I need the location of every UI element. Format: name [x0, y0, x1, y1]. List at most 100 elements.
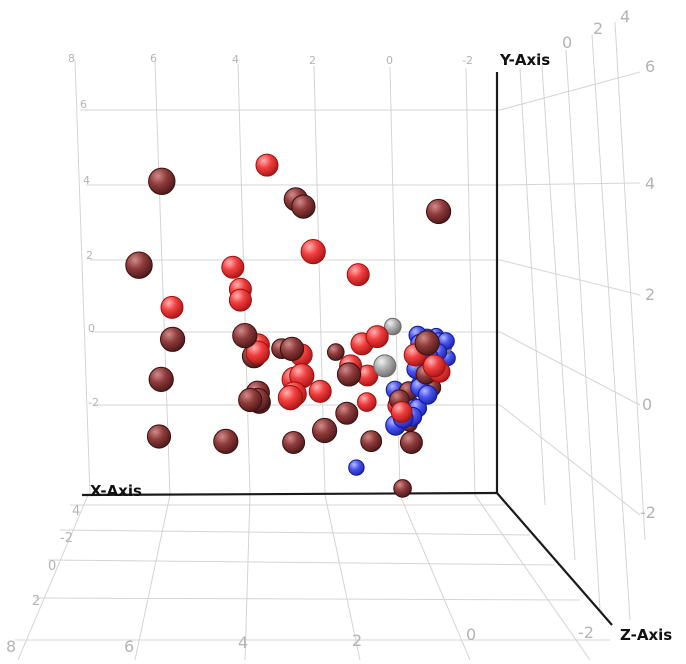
data-point-red — [160, 295, 184, 319]
floor-grid — [15, 494, 610, 661]
y-tick-label: -2 — [88, 396, 99, 409]
data-point-red — [255, 153, 279, 177]
data-point-brown — [146, 424, 172, 449]
y-left-ticks: 6 4 2 0 -2 — [80, 98, 99, 409]
grid-line — [465, 67, 476, 496]
x-tick-label: 8 — [68, 52, 75, 65]
z-axis-title: Z-Axis — [620, 626, 672, 644]
x-tick-label: 0 — [466, 625, 476, 644]
grid-line — [499, 71, 641, 111]
grid-line — [47, 559, 556, 566]
grid-line — [399, 494, 471, 661]
z-tick-label: -2 — [60, 531, 73, 546]
data-point-blue — [417, 385, 438, 405]
x-tick-label: 6 — [150, 52, 157, 65]
data-point-brown — [279, 336, 305, 361]
x-tick-label: 4 — [238, 633, 248, 652]
y-tick-label: 6 — [645, 57, 655, 76]
data-point-brown — [160, 326, 186, 352]
z-tick-label: 4 — [620, 7, 630, 26]
grid-line — [154, 61, 171, 496]
y-tick-label: 4 — [645, 174, 655, 193]
data-point-brown — [148, 167, 176, 196]
y-axis-title: Y-Axis — [499, 51, 550, 69]
z-side-ticks: 4 -2 0 2 — [32, 504, 80, 609]
grid-line — [614, 21, 646, 541]
y-tick-label: 0 — [88, 322, 95, 335]
grid-line — [244, 494, 251, 661]
grid-line — [499, 331, 641, 406]
y-tick-label: 2 — [86, 249, 93, 262]
data-point-brown — [335, 401, 359, 425]
data-point-red — [390, 401, 413, 423]
grid-line — [74, 59, 91, 496]
grid-line — [565, 49, 601, 611]
data-point-red — [228, 288, 252, 312]
grid-line — [324, 494, 361, 661]
data-point-brown — [148, 366, 174, 392]
z-tick-label: 4 — [72, 504, 80, 519]
data-point-red — [308, 379, 332, 403]
data-point-red — [357, 392, 377, 412]
data-point-brown — [327, 343, 345, 361]
data-point-gray — [373, 354, 397, 378]
z-axis-line — [496, 492, 613, 626]
data-point-red — [221, 255, 245, 279]
x-tick-label: -2 — [462, 54, 473, 67]
x-tick-label: 8 — [6, 637, 16, 656]
grid-line — [519, 67, 546, 506]
data-point-brown — [312, 417, 338, 444]
data-point-brown — [282, 431, 306, 454]
grid-line — [499, 404, 641, 516]
data-points — [125, 153, 456, 498]
grid-line — [134, 494, 171, 661]
data-point-brown — [125, 251, 153, 279]
data-point-red — [346, 263, 370, 287]
data-point-brown — [238, 387, 263, 413]
data-point-brown — [213, 428, 239, 454]
grid-line — [34, 597, 581, 601]
z-tick-label: 2 — [32, 594, 40, 609]
data-point-brown — [232, 323, 258, 349]
data-point-blue — [348, 459, 365, 476]
x-tick-label: 2 — [309, 54, 316, 67]
data-point-brown — [336, 362, 362, 387]
side-wall-grid — [499, 21, 646, 621]
data-point-red — [365, 325, 389, 349]
data-point-brown — [360, 430, 383, 453]
grid-line — [17, 494, 89, 661]
data-point-brown — [393, 479, 412, 498]
data-point-red — [245, 340, 270, 365]
x-tick-label: 4 — [232, 53, 239, 66]
z-tick-label: 2 — [593, 19, 603, 38]
grid-line — [499, 182, 641, 186]
data-point-red — [300, 239, 326, 265]
x-tick-label: -2 — [578, 623, 594, 642]
grid-line — [59, 529, 531, 536]
data-point-brown — [291, 194, 316, 219]
grid-line — [474, 494, 591, 661]
y-tick-label: 0 — [642, 395, 652, 414]
data-point-brown — [426, 198, 452, 225]
z-tick-label: 0 — [48, 559, 56, 574]
x-tick-label: 0 — [386, 54, 393, 67]
x-tick-label: 2 — [352, 631, 362, 650]
grid-line — [499, 259, 641, 296]
grid-line — [591, 34, 631, 621]
x-tick-label: 6 — [124, 637, 134, 656]
y-right-ticks: 6 4 2 0 -2 — [640, 57, 656, 522]
y-tick-label: 6 — [80, 98, 87, 111]
data-point-red — [422, 354, 446, 378]
y-tick-label: -2 — [640, 503, 656, 522]
grid-line — [541, 65, 576, 561]
data-point-gray — [384, 317, 402, 336]
z-tick-label: 0 — [562, 33, 572, 52]
x-axis-title: X-Axis — [90, 482, 142, 500]
z-top-ticks: 4 2 0 — [562, 7, 630, 52]
data-point-brown — [414, 330, 440, 356]
x-axis-line — [81, 491, 498, 497]
y-tick-label: 2 — [645, 285, 655, 304]
data-point-brown — [399, 431, 423, 454]
y-tick-label: 4 — [83, 174, 90, 187]
